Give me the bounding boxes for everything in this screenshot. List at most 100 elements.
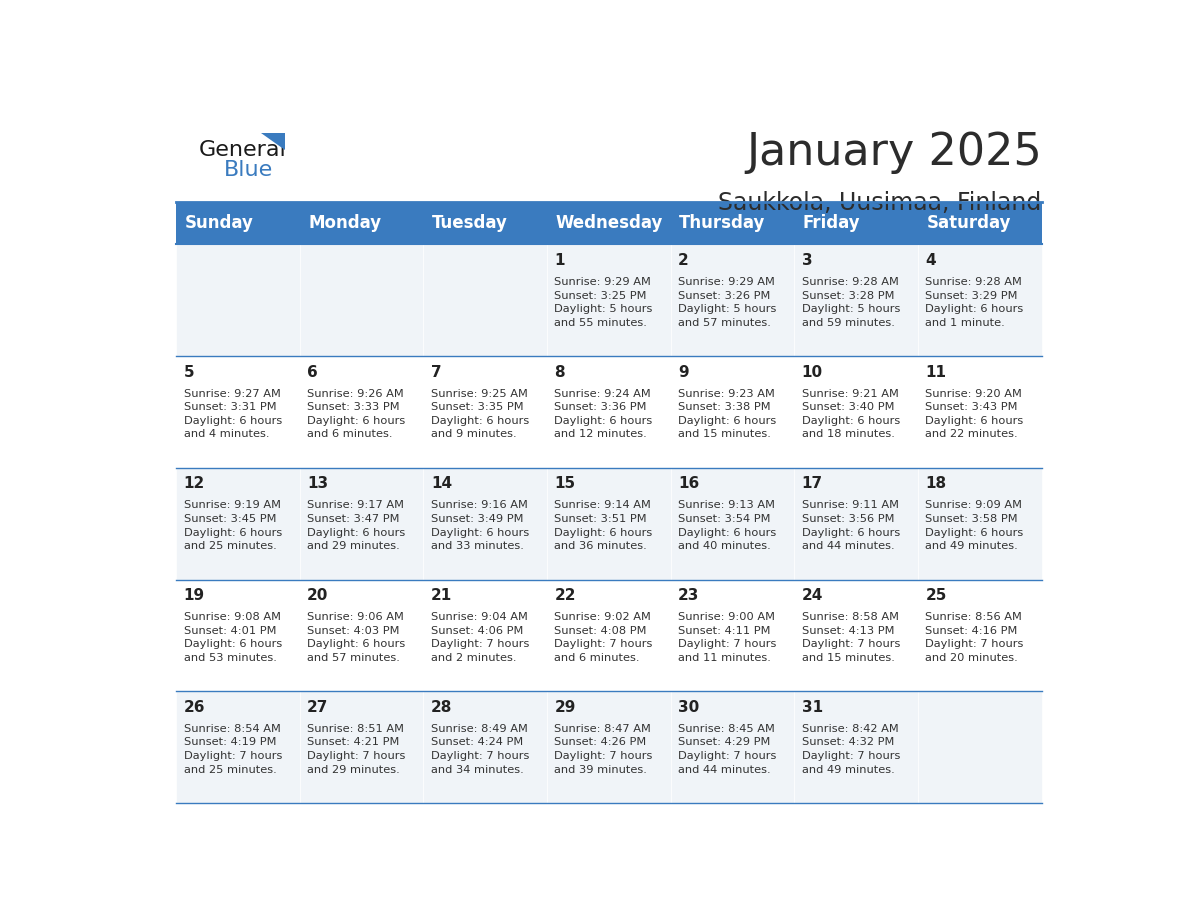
Text: Sunrise: 9:04 AM
Sunset: 4:06 PM
Daylight: 7 hours
and 2 minutes.: Sunrise: 9:04 AM Sunset: 4:06 PM Dayligh… <box>431 612 529 663</box>
Bar <box>423 202 546 244</box>
Text: 13: 13 <box>308 476 328 491</box>
Text: Sunrise: 8:45 AM
Sunset: 4:29 PM
Daylight: 7 hours
and 44 minutes.: Sunrise: 8:45 AM Sunset: 4:29 PM Dayligh… <box>678 723 777 775</box>
Text: Sunrise: 9:13 AM
Sunset: 3:54 PM
Daylight: 6 hours
and 40 minutes.: Sunrise: 9:13 AM Sunset: 3:54 PM Dayligh… <box>678 500 776 551</box>
Text: 14: 14 <box>431 476 451 491</box>
Text: Sunrise: 8:51 AM
Sunset: 4:21 PM
Daylight: 7 hours
and 29 minutes.: Sunrise: 8:51 AM Sunset: 4:21 PM Dayligh… <box>308 723 405 775</box>
Bar <box>918 468 1042 579</box>
Text: 9: 9 <box>678 364 689 380</box>
Text: Tuesday: Tuesday <box>432 214 508 232</box>
Text: 27: 27 <box>308 700 329 715</box>
Text: 15: 15 <box>555 476 575 491</box>
Text: Sunrise: 9:26 AM
Sunset: 3:33 PM
Daylight: 6 hours
and 6 minutes.: Sunrise: 9:26 AM Sunset: 3:33 PM Dayligh… <box>308 388 405 440</box>
Bar <box>423 244 546 356</box>
Text: 31: 31 <box>802 700 823 715</box>
Text: 16: 16 <box>678 476 700 491</box>
Text: 21: 21 <box>431 588 453 603</box>
Bar <box>176 468 299 579</box>
Text: Sunrise: 9:16 AM
Sunset: 3:49 PM
Daylight: 6 hours
and 33 minutes.: Sunrise: 9:16 AM Sunset: 3:49 PM Dayligh… <box>431 500 529 551</box>
Text: General: General <box>200 140 286 160</box>
Bar <box>671 202 795 244</box>
Text: 19: 19 <box>183 588 204 603</box>
Bar <box>918 691 1042 803</box>
Bar <box>795 691 918 803</box>
Text: Sunrise: 9:29 AM
Sunset: 3:26 PM
Daylight: 5 hours
and 57 minutes.: Sunrise: 9:29 AM Sunset: 3:26 PM Dayligh… <box>678 277 777 328</box>
Text: 3: 3 <box>802 253 813 268</box>
Bar <box>918 356 1042 468</box>
Text: 11: 11 <box>925 364 947 380</box>
Bar <box>423 691 546 803</box>
Text: 1: 1 <box>555 253 565 268</box>
Bar <box>423 579 546 691</box>
Text: Sunrise: 9:25 AM
Sunset: 3:35 PM
Daylight: 6 hours
and 9 minutes.: Sunrise: 9:25 AM Sunset: 3:35 PM Dayligh… <box>431 388 529 440</box>
Text: Sunrise: 9:29 AM
Sunset: 3:25 PM
Daylight: 5 hours
and 55 minutes.: Sunrise: 9:29 AM Sunset: 3:25 PM Dayligh… <box>555 277 653 328</box>
Bar <box>546 468 671 579</box>
Text: 2: 2 <box>678 253 689 268</box>
Bar <box>176 244 299 356</box>
Bar <box>795 202 918 244</box>
Bar <box>546 356 671 468</box>
Text: 23: 23 <box>678 588 700 603</box>
Text: Sunrise: 9:21 AM
Sunset: 3:40 PM
Daylight: 6 hours
and 18 minutes.: Sunrise: 9:21 AM Sunset: 3:40 PM Dayligh… <box>802 388 901 440</box>
Text: Sunrise: 9:02 AM
Sunset: 4:08 PM
Daylight: 7 hours
and 6 minutes.: Sunrise: 9:02 AM Sunset: 4:08 PM Dayligh… <box>555 612 653 663</box>
Text: Monday: Monday <box>309 214 381 232</box>
Text: Sunrise: 9:28 AM
Sunset: 3:29 PM
Daylight: 6 hours
and 1 minute.: Sunrise: 9:28 AM Sunset: 3:29 PM Dayligh… <box>925 277 1024 328</box>
Text: 6: 6 <box>308 364 318 380</box>
Bar <box>299 579 423 691</box>
Text: Sunday: Sunday <box>185 214 254 232</box>
Text: Saturday: Saturday <box>927 214 1011 232</box>
Text: 25: 25 <box>925 588 947 603</box>
Bar <box>299 691 423 803</box>
Bar <box>671 468 795 579</box>
Text: Sunrise: 9:06 AM
Sunset: 4:03 PM
Daylight: 6 hours
and 57 minutes.: Sunrise: 9:06 AM Sunset: 4:03 PM Dayligh… <box>308 612 405 663</box>
Bar <box>546 691 671 803</box>
Text: Sunrise: 9:20 AM
Sunset: 3:43 PM
Daylight: 6 hours
and 22 minutes.: Sunrise: 9:20 AM Sunset: 3:43 PM Dayligh… <box>925 388 1024 440</box>
Text: Thursday: Thursday <box>680 214 766 232</box>
Text: Sunrise: 8:56 AM
Sunset: 4:16 PM
Daylight: 7 hours
and 20 minutes.: Sunrise: 8:56 AM Sunset: 4:16 PM Dayligh… <box>925 612 1024 663</box>
Text: 24: 24 <box>802 588 823 603</box>
Bar <box>671 244 795 356</box>
Bar <box>299 356 423 468</box>
Text: Friday: Friday <box>803 214 860 232</box>
Text: 20: 20 <box>308 588 329 603</box>
Bar <box>918 244 1042 356</box>
Text: Sunrise: 8:54 AM
Sunset: 4:19 PM
Daylight: 7 hours
and 25 minutes.: Sunrise: 8:54 AM Sunset: 4:19 PM Dayligh… <box>183 723 282 775</box>
Text: 4: 4 <box>925 253 936 268</box>
Text: Sunrise: 9:17 AM
Sunset: 3:47 PM
Daylight: 6 hours
and 29 minutes.: Sunrise: 9:17 AM Sunset: 3:47 PM Dayligh… <box>308 500 405 551</box>
Bar <box>795 244 918 356</box>
Text: Sunrise: 9:24 AM
Sunset: 3:36 PM
Daylight: 6 hours
and 12 minutes.: Sunrise: 9:24 AM Sunset: 3:36 PM Dayligh… <box>555 388 652 440</box>
Bar <box>795 468 918 579</box>
Text: Sunrise: 8:58 AM
Sunset: 4:13 PM
Daylight: 7 hours
and 15 minutes.: Sunrise: 8:58 AM Sunset: 4:13 PM Dayligh… <box>802 612 901 663</box>
Text: Sunrise: 8:49 AM
Sunset: 4:24 PM
Daylight: 7 hours
and 34 minutes.: Sunrise: 8:49 AM Sunset: 4:24 PM Dayligh… <box>431 723 529 775</box>
Text: Sunrise: 9:28 AM
Sunset: 3:28 PM
Daylight: 5 hours
and 59 minutes.: Sunrise: 9:28 AM Sunset: 3:28 PM Dayligh… <box>802 277 901 328</box>
Text: Wednesday: Wednesday <box>556 214 663 232</box>
Text: 22: 22 <box>555 588 576 603</box>
Text: Sunrise: 9:00 AM
Sunset: 4:11 PM
Daylight: 7 hours
and 11 minutes.: Sunrise: 9:00 AM Sunset: 4:11 PM Dayligh… <box>678 612 777 663</box>
Bar <box>176 579 299 691</box>
Text: January 2025: January 2025 <box>746 131 1042 174</box>
Bar <box>795 579 918 691</box>
Text: Sunrise: 9:27 AM
Sunset: 3:31 PM
Daylight: 6 hours
and 4 minutes.: Sunrise: 9:27 AM Sunset: 3:31 PM Dayligh… <box>183 388 282 440</box>
Bar <box>918 202 1042 244</box>
Bar <box>299 202 423 244</box>
Text: 30: 30 <box>678 700 700 715</box>
Bar <box>671 356 795 468</box>
Bar <box>176 691 299 803</box>
Bar <box>918 579 1042 691</box>
Text: 10: 10 <box>802 364 823 380</box>
Bar <box>299 468 423 579</box>
Text: Sunrise: 8:47 AM
Sunset: 4:26 PM
Daylight: 7 hours
and 39 minutes.: Sunrise: 8:47 AM Sunset: 4:26 PM Dayligh… <box>555 723 653 775</box>
Text: Blue: Blue <box>225 160 273 180</box>
Text: Saukkola, Uusimaa, Finland: Saukkola, Uusimaa, Finland <box>719 192 1042 216</box>
Text: Sunrise: 9:09 AM
Sunset: 3:58 PM
Daylight: 6 hours
and 49 minutes.: Sunrise: 9:09 AM Sunset: 3:58 PM Dayligh… <box>925 500 1024 551</box>
Bar <box>176 202 299 244</box>
Text: Sunrise: 9:23 AM
Sunset: 3:38 PM
Daylight: 6 hours
and 15 minutes.: Sunrise: 9:23 AM Sunset: 3:38 PM Dayligh… <box>678 388 776 440</box>
Bar <box>671 691 795 803</box>
Bar <box>423 468 546 579</box>
Text: 18: 18 <box>925 476 947 491</box>
Text: 17: 17 <box>802 476 823 491</box>
Bar <box>299 244 423 356</box>
Text: Sunrise: 9:08 AM
Sunset: 4:01 PM
Daylight: 6 hours
and 53 minutes.: Sunrise: 9:08 AM Sunset: 4:01 PM Dayligh… <box>183 612 282 663</box>
Text: 26: 26 <box>183 700 206 715</box>
Bar <box>795 356 918 468</box>
Bar <box>546 202 671 244</box>
